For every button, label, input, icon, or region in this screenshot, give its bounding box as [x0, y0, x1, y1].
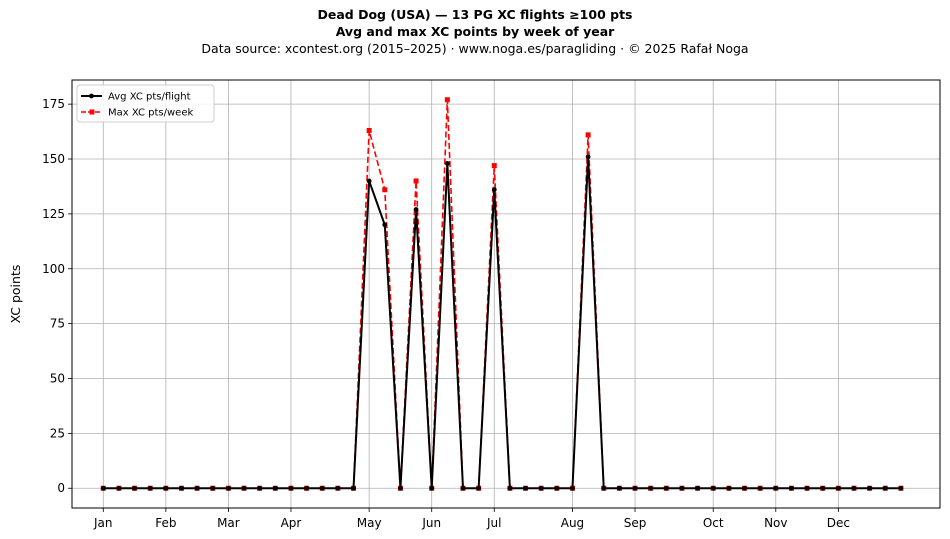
- data-point-avg: [898, 485, 904, 491]
- data-point-avg: [616, 485, 622, 491]
- data-point-avg: [476, 485, 482, 491]
- data-point-avg: [585, 154, 591, 160]
- legend-marker-max: [89, 109, 95, 115]
- data-point-avg: [679, 485, 685, 491]
- legend-label-avg: Avg XC pts/flight: [108, 92, 191, 103]
- data-point-avg: [648, 485, 654, 491]
- x-tick-label: Feb: [155, 516, 176, 530]
- data-point-avg: [194, 485, 200, 491]
- x-tick-label: Jun: [421, 516, 441, 530]
- data-point-avg: [491, 187, 497, 193]
- data-point-avg: [429, 485, 435, 491]
- y-tick-label: 100: [42, 262, 65, 276]
- y-tick-label: 25: [50, 426, 65, 440]
- data-point-avg: [132, 485, 137, 491]
- y-axis: 0 25 50 75 100 125 150 175: [42, 97, 72, 495]
- data-point-avg: [304, 485, 309, 491]
- data-point-avg: [757, 485, 763, 491]
- x-tick-label: Dec: [827, 516, 850, 530]
- series-line-max: [103, 98, 901, 490]
- x-tick-label: Oct: [703, 516, 724, 530]
- series-avg: [100, 154, 904, 491]
- data-point-avg: [554, 485, 560, 491]
- data-point-avg: [444, 161, 450, 166]
- data-point-avg: [695, 485, 700, 491]
- data-point-max: [444, 97, 450, 103]
- y-tick-label: 175: [42, 97, 65, 111]
- x-tick-label: May: [357, 516, 382, 530]
- chart-title: Dead Dog (USA) — 13 PG XC flights ≥100 p…: [317, 7, 633, 22]
- data-point-max: [382, 187, 388, 193]
- data-point-max: [585, 132, 591, 138]
- series-max: [100, 97, 904, 491]
- plot-frame: [71, 79, 941, 509]
- data-point-avg: [601, 485, 607, 491]
- legend: Avg XC pts/flight Max XC pts/week: [76, 84, 215, 123]
- data-point-avg: [742, 485, 747, 491]
- data-point-max: [366, 127, 372, 133]
- data-point-avg: [335, 485, 341, 491]
- chart-title-block: Dead Dog (USA) — 13 PG XC flights ≥100 p…: [0, 6, 950, 57]
- x-tick-label: Mar: [217, 516, 240, 530]
- data-point-max: [413, 178, 419, 184]
- y-tick-label: 75: [50, 317, 65, 331]
- data-point-avg: [257, 485, 263, 491]
- data-point-avg: [460, 485, 466, 491]
- data-point-avg: [538, 485, 544, 491]
- x-tick-label: Apr: [281, 516, 302, 530]
- data-point-avg: [867, 485, 873, 491]
- data-point-avg: [210, 485, 216, 491]
- data-point-avg: [663, 485, 669, 491]
- data-point-avg: [319, 485, 325, 491]
- chart-source: Data source: xcontest.org (2015–2025) · …: [201, 41, 749, 56]
- x-axis: Jan Feb Mar Apr May Jun Jul Aug Sep Oct Nov Dec: [93, 508, 850, 530]
- data-point-avg: [351, 485, 356, 491]
- y-tick-label: 125: [42, 207, 65, 221]
- y-axis-title: XC points: [8, 265, 23, 324]
- legend-marker-avg: [89, 93, 94, 99]
- chart-subtitle: Avg and max XC points by week of year: [335, 24, 615, 39]
- data-point-avg: [398, 485, 403, 491]
- data-point-avg: [116, 485, 122, 491]
- data-point-avg: [789, 485, 794, 491]
- y-tick-label: 0: [57, 481, 65, 495]
- data-point-avg: [773, 485, 779, 491]
- legend-box: [76, 84, 215, 123]
- data-point-avg: [147, 485, 153, 491]
- data-point-avg: [413, 207, 419, 212]
- data-point-avg: [163, 485, 169, 491]
- data-point-avg: [882, 485, 888, 491]
- data-point-avg: [100, 485, 106, 491]
- series-layer: [100, 97, 904, 491]
- data-point-avg: [272, 485, 278, 491]
- data-point-avg: [507, 485, 513, 491]
- y-tick-label: 150: [42, 152, 65, 166]
- data-point-avg: [523, 485, 528, 491]
- data-point-avg: [726, 485, 732, 491]
- data-point-avg: [570, 485, 575, 491]
- data-point-avg: [179, 485, 184, 491]
- x-tick-label: Sep: [624, 516, 647, 530]
- data-point-avg: [851, 485, 857, 491]
- data-point-avg: [288, 485, 294, 491]
- data-point-avg: [710, 485, 716, 491]
- x-tick-label: Jul: [486, 516, 501, 530]
- x-tick-label: Aug: [561, 516, 584, 530]
- data-point-avg: [632, 485, 638, 491]
- data-point-avg: [382, 222, 388, 228]
- grid-lines: [72, 80, 940, 508]
- data-point-avg: [820, 485, 826, 491]
- y-tick-label: 50: [50, 372, 65, 386]
- legend-label-max: Max XC pts/week: [108, 108, 193, 119]
- data-point-avg: [241, 485, 247, 491]
- data-point-avg: [835, 485, 841, 491]
- series-line-avg: [103, 155, 901, 490]
- x-tick-label: Jan: [93, 516, 113, 530]
- data-point-max: [491, 163, 497, 169]
- x-tick-label: Nov: [764, 516, 787, 530]
- data-point-avg: [804, 485, 810, 491]
- data-point-avg: [366, 178, 372, 184]
- data-point-avg: [225, 485, 231, 491]
